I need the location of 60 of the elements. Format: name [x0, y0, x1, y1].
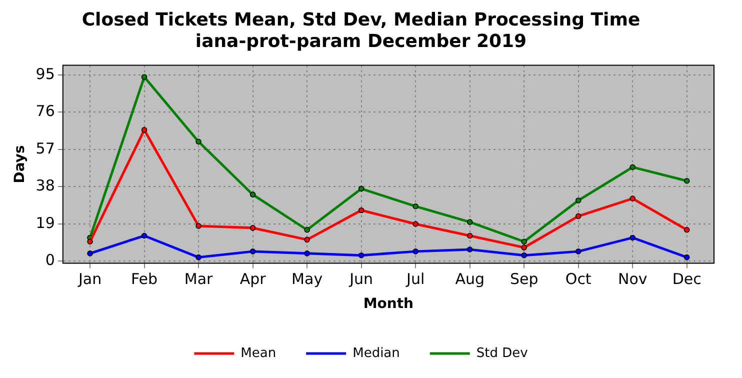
point: [358, 186, 364, 192]
x-tick-label: Feb: [130, 270, 158, 288]
point: [250, 192, 256, 198]
point: [304, 250, 310, 256]
point: [141, 126, 148, 133]
point: [684, 226, 690, 233]
x-tick-label: Sep: [510, 270, 538, 288]
point: [412, 248, 418, 254]
y-tick-label: 38: [36, 176, 55, 195]
x-tick-label: Apr: [240, 270, 267, 288]
point: [684, 254, 690, 260]
y-tick-label: 19: [36, 214, 55, 232]
point: [466, 219, 473, 225]
x-tick-label: May: [292, 270, 323, 288]
legend-label: Std Dev: [476, 346, 528, 361]
point: [630, 234, 636, 241]
x-tick-label: Oct: [565, 270, 592, 288]
point: [575, 248, 582, 254]
y-tick-label: 95: [36, 64, 55, 83]
point: [575, 198, 582, 204]
point: [412, 221, 418, 227]
point: [250, 225, 256, 231]
point: [521, 252, 527, 258]
y-tick-label: 76: [36, 102, 55, 120]
x-tick-label: Mar: [184, 270, 214, 288]
point: [87, 238, 93, 245]
point: [141, 232, 148, 239]
point: [304, 226, 310, 233]
y-tick-label: 0: [45, 251, 55, 270]
point: [196, 138, 202, 145]
point: [684, 178, 690, 184]
point: [466, 232, 473, 239]
x-tick-label: Nov: [618, 270, 648, 288]
legend-label: Median: [352, 346, 400, 361]
legend-label: Mean: [240, 346, 276, 361]
x-tick-label: Jul: [406, 270, 425, 288]
x-tick-label: Jun: [348, 270, 374, 288]
point: [196, 223, 202, 229]
point: [358, 252, 364, 258]
point: [87, 250, 93, 256]
point: [466, 246, 473, 252]
point: [141, 74, 148, 80]
point: [521, 244, 527, 250]
point: [521, 238, 527, 245]
x-tick-label: Jan: [77, 270, 102, 288]
point: [250, 248, 256, 254]
point: [196, 254, 202, 260]
point: [304, 236, 310, 243]
x-tick-label: Aug: [455, 270, 484, 288]
point: [575, 213, 582, 220]
chart-subtitle: iana-prot-param December 2019: [195, 31, 527, 52]
chart-title: Closed Tickets Mean, Std Dev, Median Processing Time: [82, 9, 640, 30]
x-tick-label: Dec: [672, 270, 702, 288]
point: [412, 203, 418, 210]
y-axis-title: Days: [12, 145, 28, 184]
y-tick-label: 57: [36, 139, 55, 158]
point: [630, 164, 636, 170]
point: [630, 196, 636, 202]
point: [358, 207, 364, 214]
x-axis-title: Month: [363, 296, 414, 312]
